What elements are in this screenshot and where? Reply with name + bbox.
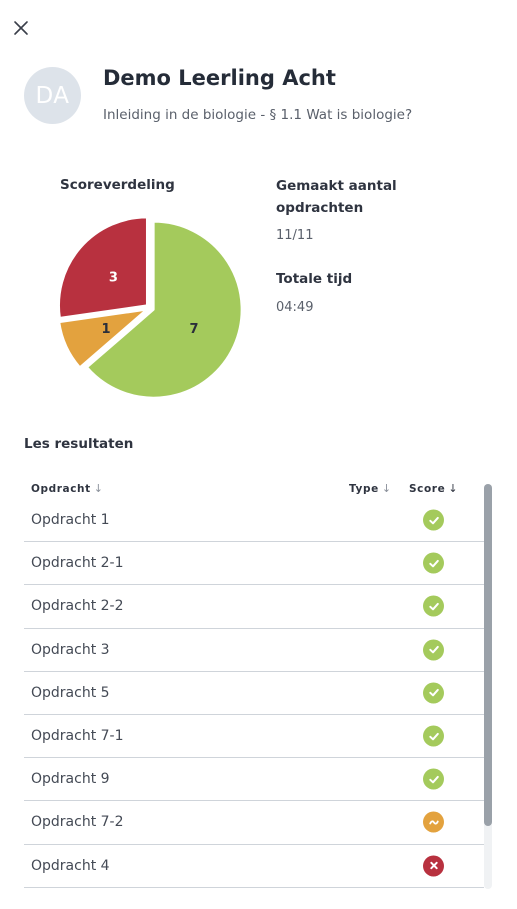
- results-table: Opdracht 1 Opdracht 2-1 Opdracht 2-2 Opdrac…: [24, 499, 484, 888]
- tilde-icon: [423, 811, 444, 833]
- assignments-made-value: 11/11: [276, 228, 314, 243]
- column-header-assignment-label: Opdracht: [31, 483, 91, 495]
- assignment-name: Opdracht 4: [31, 857, 110, 874]
- pie-slice-label: 7: [190, 322, 199, 337]
- close-icon[interactable]: [12, 19, 30, 37]
- check-icon: [423, 768, 444, 790]
- sort-arrow-icon: ↓: [93, 482, 104, 495]
- assignments-made-label: Gemaakt aantal opdrachten: [276, 178, 397, 216]
- student-name: Demo Leerling Acht: [103, 66, 336, 90]
- column-header-score-label: Score: [409, 483, 446, 495]
- check-icon: [423, 725, 444, 747]
- assignment-name: Opdracht 1: [31, 512, 110, 529]
- check-icon: [423, 552, 444, 574]
- assignment-name: Opdracht 7-2: [31, 814, 124, 831]
- assignment-name: Opdracht 7-1: [31, 728, 124, 745]
- pie-slice-label: 1: [101, 322, 110, 337]
- sort-arrow-icon: ↓: [381, 482, 392, 495]
- assignment-name: Opdracht 2-2: [31, 598, 124, 615]
- sort-arrow-icon: ↓: [448, 482, 459, 495]
- total-time-label: Totale tijd: [276, 271, 353, 287]
- column-header-type[interactable]: Type ↓: [349, 482, 392, 495]
- check-icon: [423, 595, 444, 617]
- score-distribution-pie-chart: 7 1 3: [58, 216, 243, 399]
- check-icon: [423, 682, 444, 704]
- table-row[interactable]: Opdracht 7-2: [24, 801, 484, 845]
- assignment-name: Opdracht 3: [31, 641, 110, 658]
- cross-icon: [423, 855, 444, 877]
- assignment-name: Opdracht 2-1: [31, 555, 124, 572]
- lesson-subtitle: Inleiding in de biologie - § 1.1 Wat is …: [103, 107, 413, 123]
- results-scrollbar[interactable]: [484, 484, 492, 889]
- chart-title: Scoreverdeling: [60, 177, 175, 193]
- scrollbar-thumb[interactable]: [484, 484, 492, 826]
- check-icon: [423, 509, 444, 531]
- table-row[interactable]: Opdracht 1: [24, 499, 484, 543]
- table-row[interactable]: Opdracht 4: [24, 845, 484, 888]
- table-row[interactable]: Opdracht 5: [24, 672, 484, 715]
- table-row[interactable]: Opdracht 9: [24, 758, 484, 802]
- pie-slice-wrong[interactable]: [58, 216, 148, 319]
- pie-slice-label: 3: [109, 270, 118, 285]
- table-row[interactable]: Opdracht 2-2: [24, 585, 484, 629]
- assignment-name: Opdracht 5: [31, 684, 110, 701]
- avatar: DA: [24, 67, 81, 124]
- table-row[interactable]: Opdracht 2-1: [24, 542, 484, 586]
- assignment-name: Opdracht 9: [31, 771, 110, 788]
- table-row[interactable]: Opdracht 3: [24, 629, 484, 672]
- pie-slice-partial[interactable]: [58, 308, 148, 369]
- table-row[interactable]: Opdracht 7-1: [24, 715, 484, 759]
- lesson-results-title: Les resultaten: [24, 436, 134, 452]
- column-header-assignment[interactable]: Opdracht ↓: [31, 482, 104, 495]
- column-header-score[interactable]: Score ↓: [409, 482, 458, 495]
- check-icon: [423, 639, 444, 661]
- column-header-type-label: Type: [349, 483, 379, 495]
- total-time-value: 04:49: [276, 300, 314, 315]
- pie-slice-correct[interactable]: [86, 220, 243, 399]
